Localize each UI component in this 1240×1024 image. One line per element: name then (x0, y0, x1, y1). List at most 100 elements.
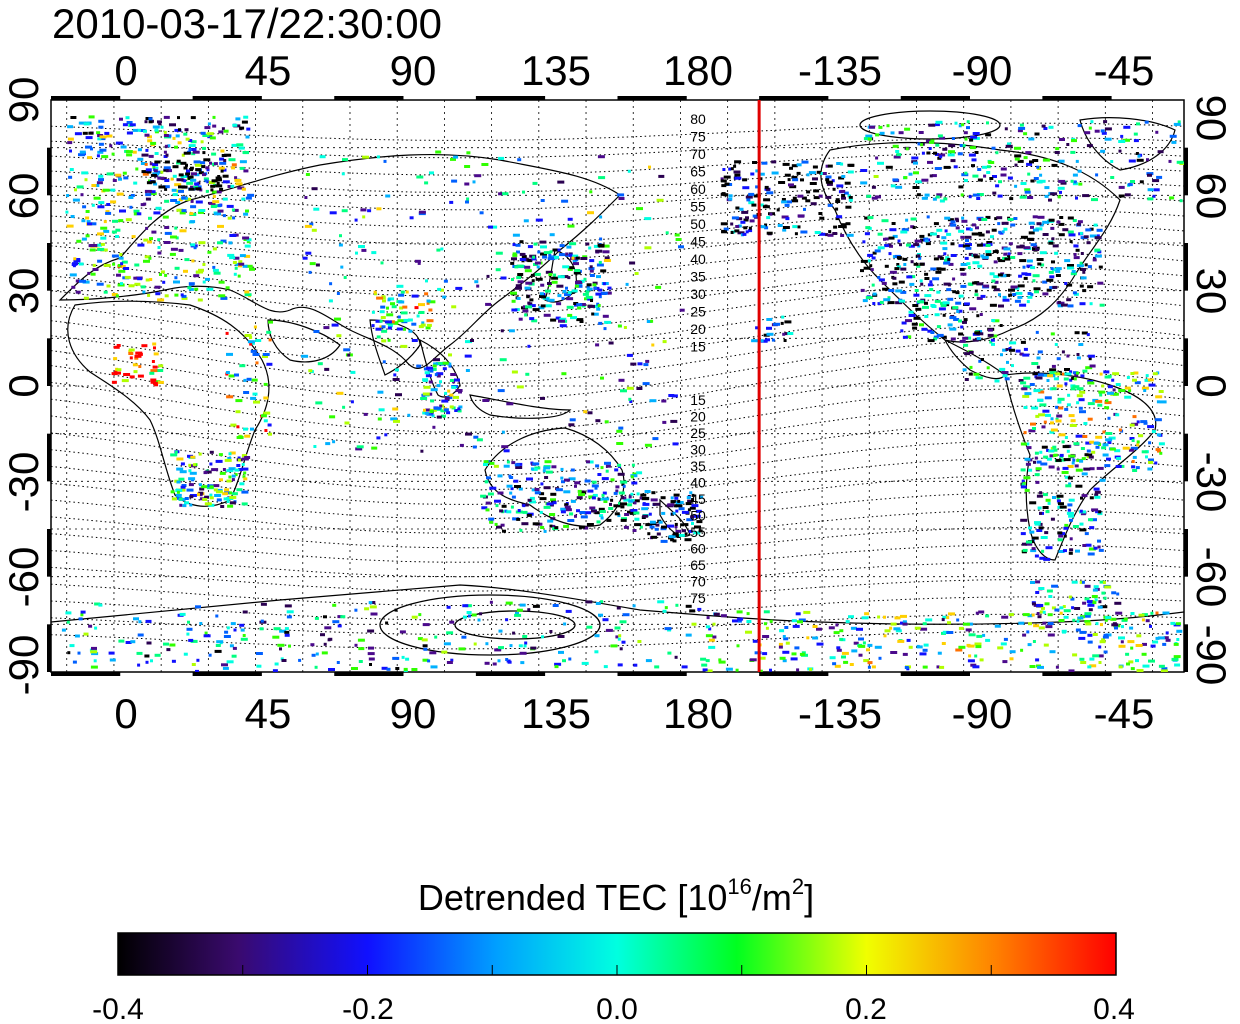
tec-point (832, 662, 837, 666)
top-x-tick: -135 (798, 47, 882, 94)
tec-point (144, 133, 150, 137)
tec-point (835, 217, 840, 221)
tec-point (200, 140, 204, 144)
tec-point (946, 616, 950, 620)
tec-point (379, 319, 383, 323)
tec-point (1023, 406, 1028, 409)
tec-point (777, 224, 783, 227)
tec-point (506, 460, 510, 464)
tec-point (921, 196, 928, 200)
tec-point (919, 279, 923, 283)
tec-point (1090, 120, 1094, 124)
tec-point (405, 290, 409, 294)
tec-point (527, 245, 533, 249)
tec-point (816, 642, 824, 646)
tec-point (699, 495, 704, 499)
magnetic-latitude-contour (51, 475, 1184, 520)
tec-point (121, 379, 129, 383)
tec-point (66, 194, 70, 197)
tec-point (694, 525, 701, 529)
tec-point (216, 190, 222, 194)
tec-point (935, 120, 943, 124)
tec-point (1082, 435, 1088, 438)
tec-point (1029, 160, 1034, 164)
tec-point (152, 342, 157, 346)
tec-point (1028, 526, 1032, 530)
tec-point (1024, 188, 1031, 192)
tec-point (523, 644, 527, 648)
tec-point (382, 360, 386, 364)
tec-point (568, 477, 576, 481)
tec-point (323, 642, 327, 646)
tec-point (1151, 430, 1156, 434)
tec-point (239, 160, 247, 164)
tec-point (1152, 194, 1156, 198)
tec-point (1001, 615, 1009, 619)
tec-point (1005, 273, 1011, 277)
tec-point (422, 378, 429, 382)
tec-point (1039, 450, 1043, 454)
tec-point (927, 283, 933, 287)
tec-point (600, 466, 604, 470)
magnetic-latitude-contour (51, 423, 1184, 476)
tec-point (383, 159, 387, 163)
tec-point (586, 460, 590, 464)
tec-point (243, 115, 249, 119)
tec-point (441, 399, 449, 403)
tec-point (230, 423, 237, 427)
tec-point (72, 660, 77, 664)
tec-point (187, 286, 192, 290)
tec-point (1107, 374, 1112, 378)
tec-point (796, 163, 802, 167)
tec-point (237, 274, 241, 278)
tec-point (608, 507, 614, 510)
tec-point (1030, 179, 1035, 183)
tec-point (1023, 385, 1031, 389)
tec-point (1095, 445, 1100, 449)
tec-point (878, 125, 883, 129)
tec-point (652, 437, 659, 441)
magnetic-latitude-contour (51, 296, 1184, 349)
tec-point (253, 400, 260, 404)
tec-point (542, 255, 548, 259)
tec-point (539, 497, 547, 501)
tec-point (1088, 547, 1096, 551)
tec-point (1126, 662, 1130, 666)
tec-point (968, 153, 976, 157)
tec-point (877, 246, 885, 250)
tec-point (655, 523, 660, 527)
tec-point (167, 134, 172, 138)
tec-point (1028, 468, 1033, 472)
tec-point (600, 269, 607, 273)
tec-point (522, 504, 526, 508)
tec-point (610, 478, 615, 482)
tec-point (190, 220, 196, 224)
tec-point (902, 652, 908, 656)
tec-point (941, 618, 945, 622)
tec-point (1094, 236, 1102, 240)
tec-point (329, 211, 337, 215)
tec-point (919, 323, 924, 327)
tec-point (231, 166, 236, 170)
tec-point (229, 234, 237, 237)
tec-point (1071, 270, 1076, 273)
tec-point (98, 174, 104, 178)
tec-point (324, 367, 330, 371)
tec-point (1096, 228, 1103, 232)
tec-point (1159, 400, 1167, 404)
tec-point (241, 502, 248, 506)
tec-point (799, 652, 805, 656)
tec-point (432, 364, 437, 368)
tec-point (213, 271, 221, 275)
tec-point (439, 404, 443, 408)
tec-point (981, 218, 988, 221)
tec-point (140, 203, 145, 207)
tec-point (1057, 186, 1065, 190)
tec-point (414, 306, 419, 310)
tec-point (632, 529, 637, 532)
right-y-tick: 60 (1188, 173, 1235, 220)
tec-point (982, 165, 987, 169)
tec-point (958, 319, 962, 323)
tec-point (762, 635, 770, 638)
tec-point (1118, 428, 1122, 432)
